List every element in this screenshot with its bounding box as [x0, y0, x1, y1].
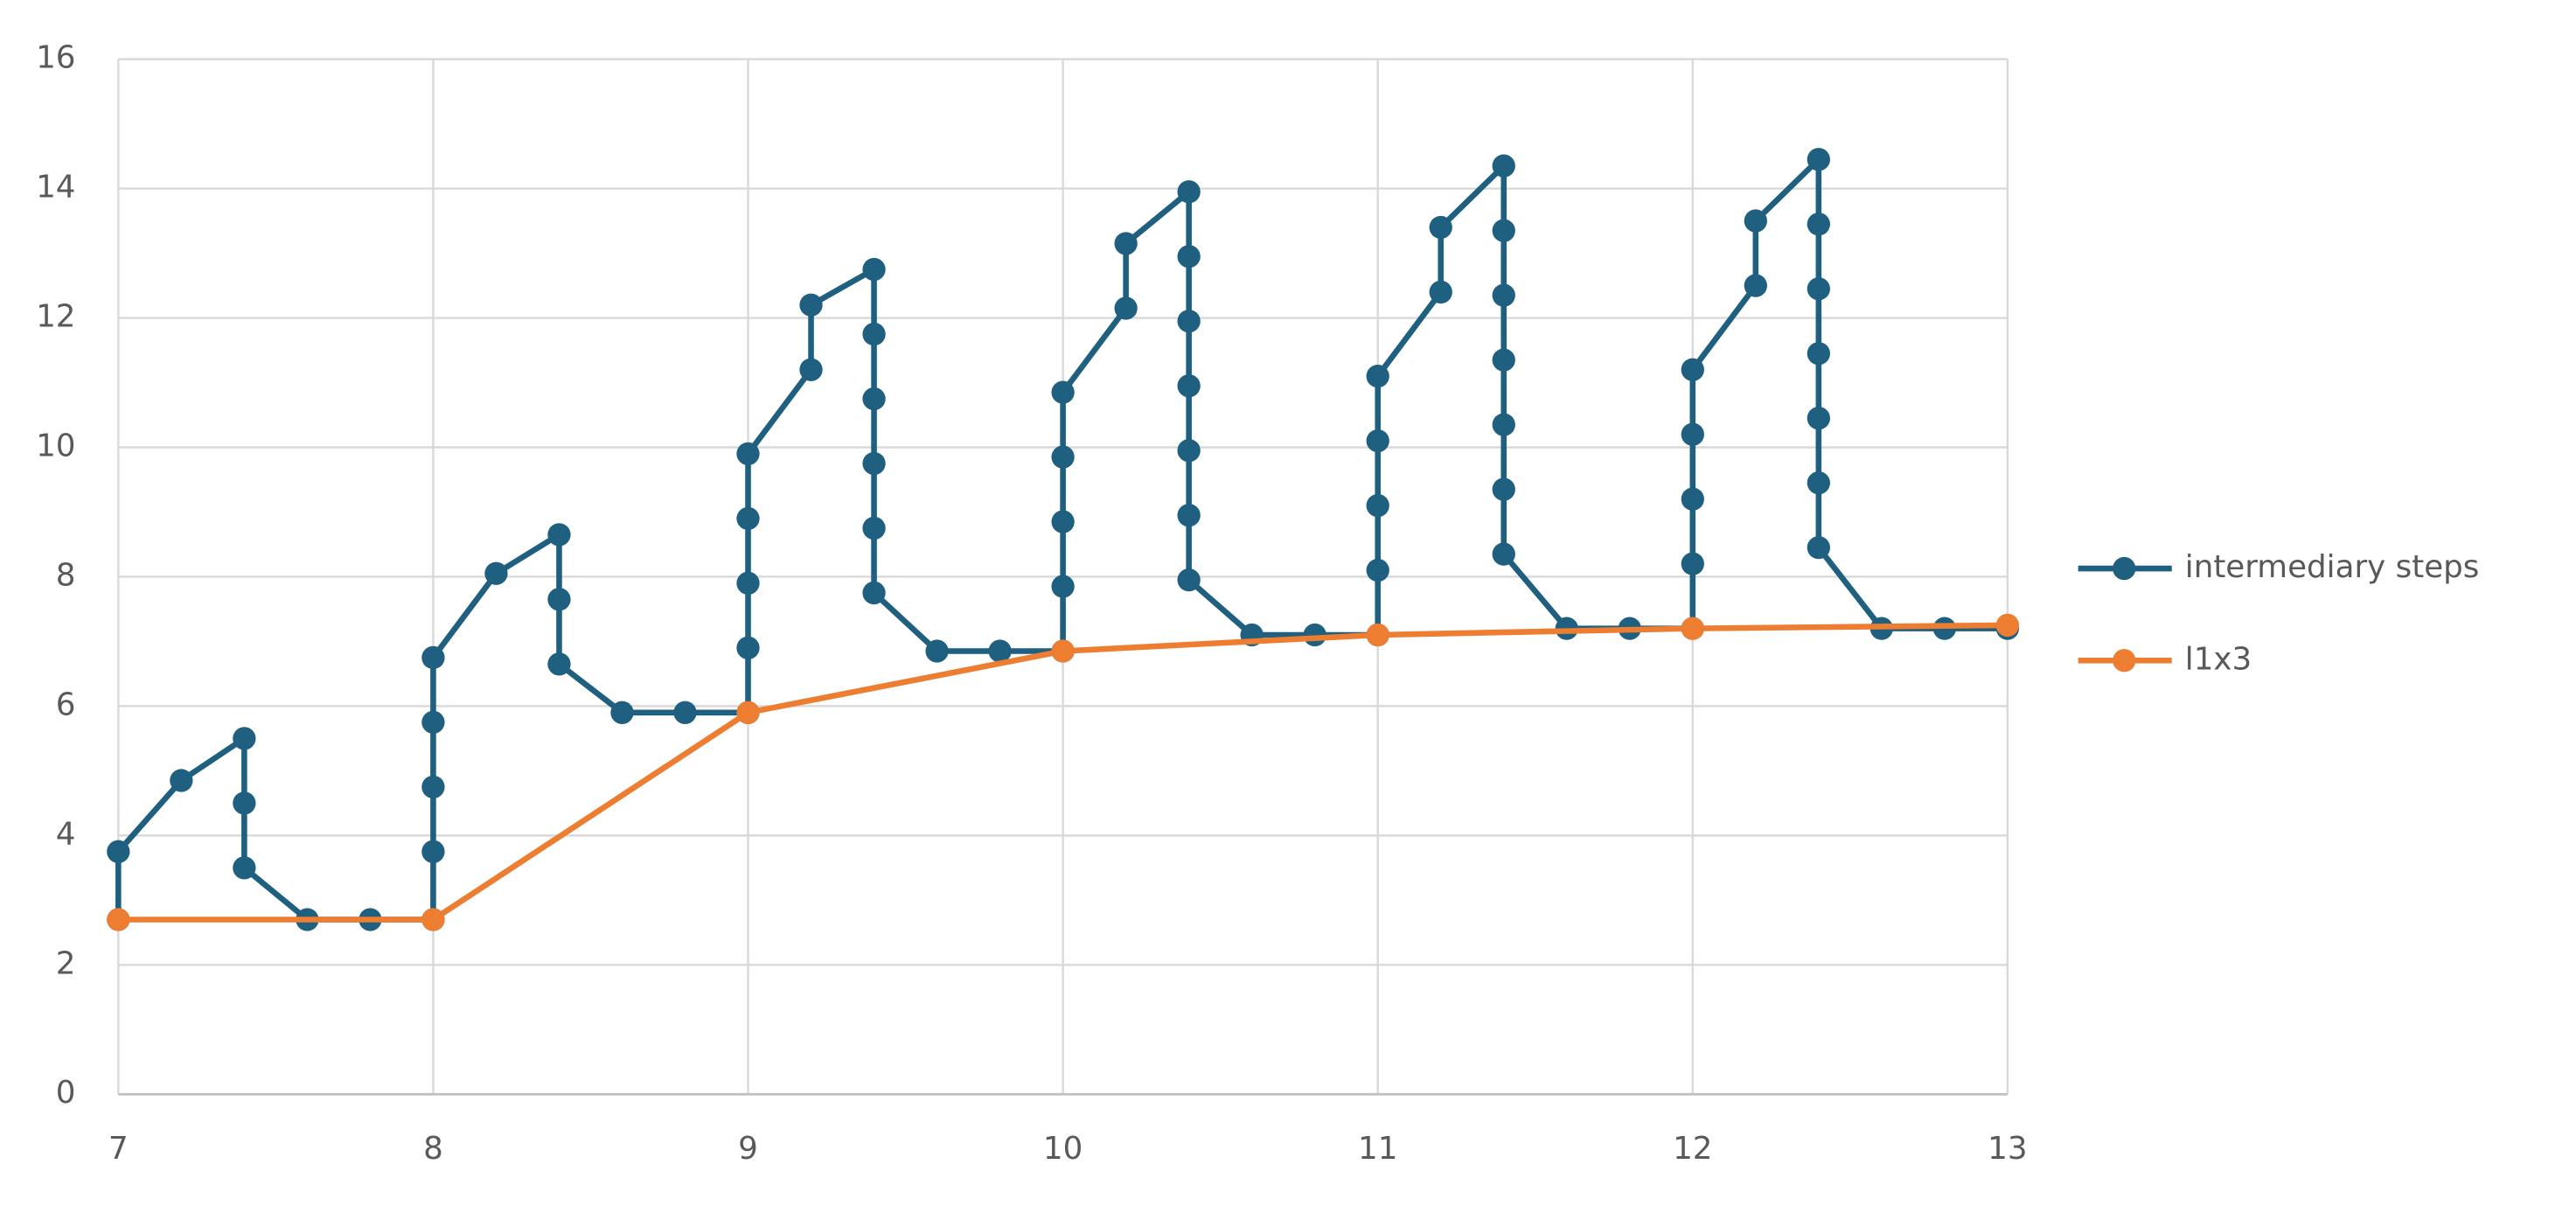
marker — [1051, 510, 1075, 533]
marker — [862, 516, 886, 540]
marker — [1051, 575, 1075, 598]
y-tick-label: 2 — [56, 945, 76, 981]
y-tick-label: 4 — [56, 816, 76, 852]
marker — [862, 387, 886, 411]
marker — [1177, 568, 1201, 592]
marker — [421, 840, 445, 863]
marker — [862, 581, 886, 605]
marker — [1366, 493, 1389, 518]
y-tick-label: 0 — [56, 1075, 76, 1111]
y-tick-label: 12 — [36, 299, 75, 335]
marker — [547, 588, 571, 611]
marker — [1177, 374, 1201, 398]
marker — [736, 701, 760, 724]
marker — [862, 257, 886, 282]
marker — [736, 636, 760, 659]
marker — [233, 727, 256, 750]
marker — [988, 639, 1012, 663]
marker — [1114, 296, 1138, 320]
marker — [799, 293, 823, 317]
marker — [547, 652, 571, 676]
marker — [1492, 413, 1515, 436]
marker — [107, 908, 130, 931]
x-tick-label: 13 — [1988, 1131, 2027, 1167]
marker — [421, 645, 445, 670]
marker — [421, 775, 445, 799]
marker — [610, 701, 634, 724]
y-tick-label: 8 — [56, 557, 76, 593]
marker — [862, 322, 886, 346]
x-tick-label: 10 — [1043, 1131, 1083, 1167]
marker — [1807, 277, 1830, 301]
marker — [1366, 558, 1389, 582]
marker — [736, 571, 760, 595]
y-tick-label: 10 — [36, 428, 75, 464]
marker — [233, 791, 256, 815]
marker — [1807, 535, 1830, 560]
marker — [1807, 471, 1830, 495]
marker — [862, 451, 886, 476]
x-tick-label: 7 — [108, 1131, 129, 1167]
y-tick-label: 16 — [36, 40, 75, 76]
marker — [1681, 422, 1704, 446]
marker — [736, 506, 760, 531]
y-tick-label: 14 — [36, 170, 75, 206]
marker — [673, 701, 697, 724]
marker — [1492, 478, 1515, 501]
marker — [1177, 439, 1201, 463]
marker — [1492, 542, 1515, 566]
legend-label: l1x3 — [2185, 641, 2252, 677]
marker — [1995, 613, 2020, 638]
marker — [1492, 283, 1515, 307]
marker — [1807, 213, 1830, 236]
marker — [1681, 487, 1704, 511]
marker — [107, 840, 130, 863]
marker — [421, 710, 445, 735]
marker — [1051, 380, 1075, 404]
marker — [1807, 342, 1830, 366]
legend-label: intermediary steps — [2185, 549, 2480, 585]
marker — [1051, 639, 1075, 663]
y-tick-label: 6 — [56, 687, 76, 722]
marker — [1807, 148, 1830, 171]
marker — [1744, 274, 1767, 297]
marker — [1366, 364, 1389, 388]
marker — [421, 908, 445, 931]
marker — [1177, 504, 1201, 527]
marker — [1681, 617, 1704, 640]
marker — [1366, 623, 1389, 647]
marker — [1492, 219, 1515, 242]
marker — [1681, 358, 1704, 381]
marker — [1492, 348, 1515, 372]
marker — [1366, 429, 1389, 453]
marker — [1681, 552, 1704, 575]
marker — [547, 523, 571, 547]
marker — [1492, 154, 1515, 178]
marker — [1114, 232, 1138, 255]
x-tick-label: 12 — [1673, 1131, 1712, 1167]
legend-marker — [2113, 649, 2136, 673]
marker — [1744, 209, 1767, 233]
x-tick-label: 9 — [738, 1131, 758, 1167]
marker — [1429, 215, 1452, 240]
x-tick-label: 8 — [423, 1131, 443, 1167]
marker — [1177, 245, 1201, 268]
marker — [1177, 310, 1201, 333]
marker — [233, 856, 256, 880]
marker — [1429, 280, 1452, 304]
marker — [1807, 407, 1830, 430]
legend-marker — [2113, 556, 2136, 581]
marker — [925, 639, 949, 663]
marker — [170, 769, 193, 792]
marker — [1051, 445, 1075, 469]
marker — [736, 442, 760, 466]
marker — [799, 358, 823, 381]
marker — [1177, 180, 1201, 204]
x-tick-label: 11 — [1358, 1131, 1397, 1167]
marker — [484, 561, 508, 585]
